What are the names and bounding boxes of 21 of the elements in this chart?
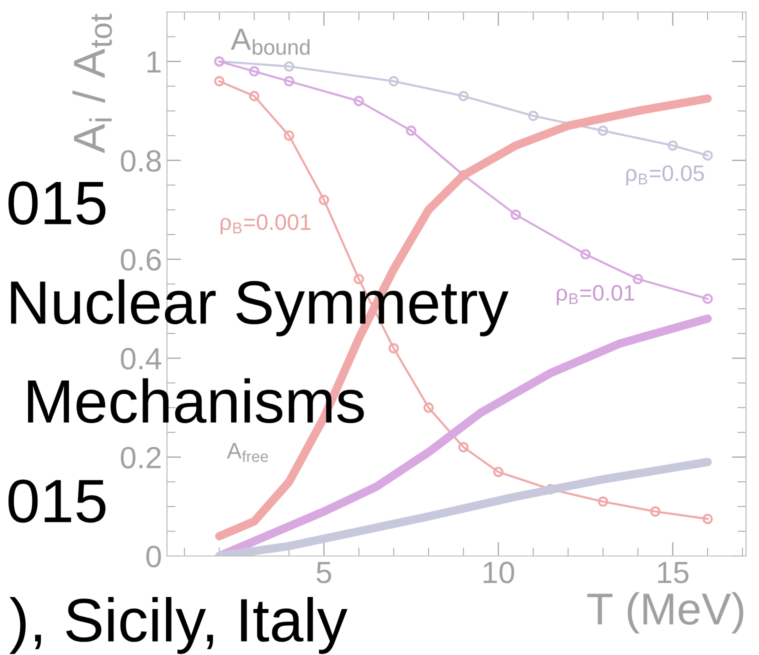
text: 015 — [8, 181, 106, 225]
x-axis-title: T (MeV) — [587, 592, 744, 634]
x-tick-label: 10 — [484, 562, 514, 584]
x-tick-label: 15 — [658, 562, 688, 584]
y-tick-label: 0.6 — [120, 249, 161, 271]
y-tick-label: 0.8 — [120, 150, 161, 172]
annotation: A$_{free}$ — [226, 443, 268, 462]
annotation: ρ$_{B}$=0.001 — [220, 214, 311, 234]
text: 015 — [8, 479, 106, 523]
annotation: A$_{bound}$ — [230, 28, 310, 55]
annotation: ρ$_{B}$=0.01 — [556, 285, 634, 306]
y-tick-label: 1 — [147, 52, 161, 73]
x-tick-label: 5 — [316, 562, 332, 584]
y-axis-title: A$_{i}$ / A$_{tot}$ — [72, 14, 112, 154]
annotation: Mechanisms — [28, 378, 364, 424]
text: ), Sicily, Italy — [9, 597, 348, 654]
y-tick-label: 0.2 — [120, 446, 161, 468]
y-tick-label: 0 — [146, 546, 161, 568]
annotation: ρ$_{B}$=0.05 — [626, 165, 704, 186]
y-tick-label: 0.4 — [120, 348, 162, 370]
annotation: Nuclear Symmetry — [11, 279, 509, 336]
